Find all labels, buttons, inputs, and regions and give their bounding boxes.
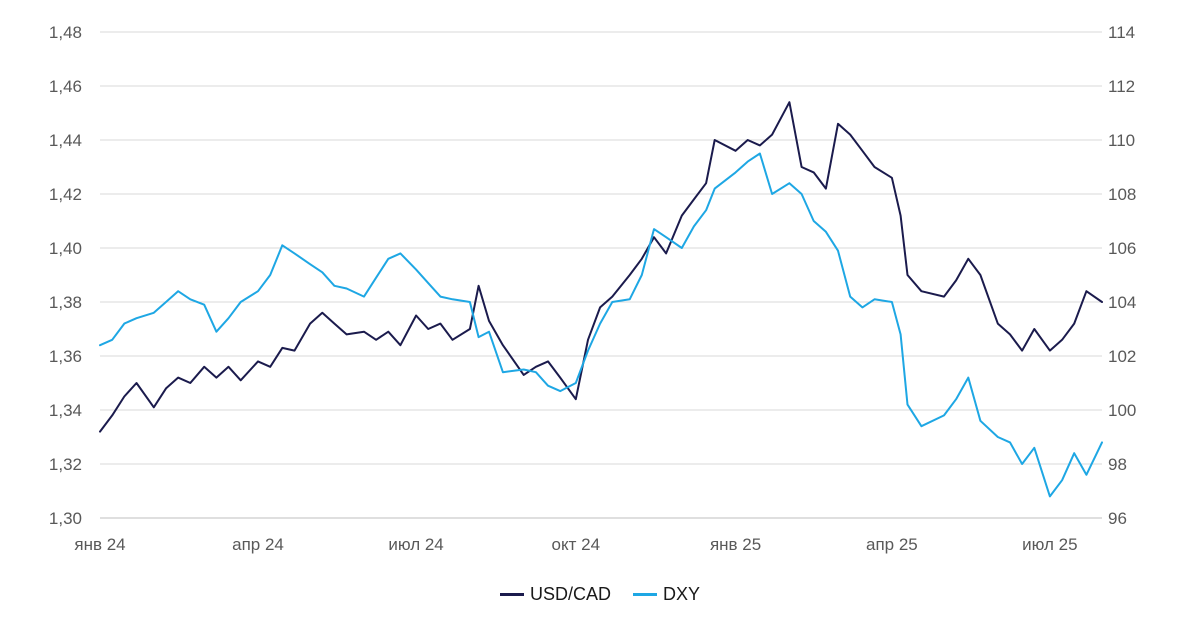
y-right-tick-label: 112 <box>1108 77 1135 96</box>
legend-item-usd-cad: USD/CAD <box>499 584 611 605</box>
y-left-tick-label: 1,36 <box>49 347 82 366</box>
y-right-tick-label: 110 <box>1108 131 1135 150</box>
legend-swatch-usd-cad <box>499 593 524 596</box>
left-y-axis: 1,30 1,32 1,34 1,36 1,38 1,40 1,42 1,44 1,46 1,48 <box>49 23 82 528</box>
x-tick-label: июл 24 <box>388 535 443 554</box>
series-line-usd-cad <box>99 101 1103 433</box>
x-tick-label: июл 25 <box>1022 535 1077 554</box>
y-right-tick-label: 104 <box>1108 293 1136 312</box>
x-tick-label: янв 25 <box>710 535 761 554</box>
x-tick-label: апр 24 <box>232 535 284 554</box>
x-tick-label: апр 25 <box>866 535 918 554</box>
y-right-tick-label: 102 <box>1108 347 1136 366</box>
legend-swatch-dxy <box>633 593 657 596</box>
series-line-dxy <box>99 152 1103 498</box>
y-right-tick-label: 106 <box>1108 239 1136 258</box>
y-right-tick-label: 100 <box>1108 401 1136 420</box>
y-left-tick-label: 1,46 <box>49 77 82 96</box>
legend: USD/CAD DXY <box>0 584 1200 605</box>
x-tick-label: янв 24 <box>74 535 125 554</box>
y-right-tick-label: 98 <box>1108 455 1127 474</box>
y-left-tick-label: 1,30 <box>49 509 82 528</box>
y-left-tick-label: 1,38 <box>49 293 82 312</box>
right-y-axis: 96 98 100 102 104 106 108 110 112 114 <box>1108 23 1136 528</box>
y-right-tick-label: 96 <box>1108 509 1127 528</box>
y-left-tick-label: 1,44 <box>49 131 82 150</box>
x-axis: янв 24 апр 24 июл 24 окт 24 янв 25 апр 25 июл … <box>74 535 1077 554</box>
y-left-tick-label: 1,34 <box>49 401 82 420</box>
y-left-tick-label: 1,32 <box>49 455 82 474</box>
y-left-tick-label: 1,48 <box>49 23 82 42</box>
legend-label-dxy: DXY <box>663 584 701 604</box>
x-tick-label: окт 24 <box>552 535 601 554</box>
y-right-tick-label: 108 <box>1108 185 1136 204</box>
legend-item-dxy: DXY <box>633 584 700 605</box>
gridlines <box>100 31 1102 519</box>
y-left-tick-label: 1,42 <box>49 185 82 204</box>
y-right-tick-label: 114 <box>1108 23 1135 42</box>
series-lines <box>99 101 1103 498</box>
y-left-tick-label: 1,40 <box>49 239 82 258</box>
legend-label-usd-cad: USD/CAD <box>529 584 611 604</box>
